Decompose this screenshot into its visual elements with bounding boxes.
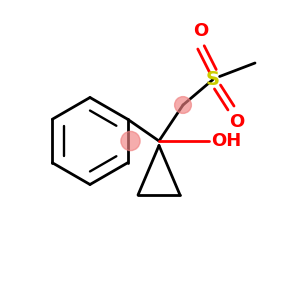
Text: O: O bbox=[194, 22, 208, 40]
Circle shape bbox=[175, 97, 191, 113]
Text: O: O bbox=[230, 113, 244, 131]
Text: S: S bbox=[206, 70, 220, 89]
Circle shape bbox=[121, 131, 140, 151]
Text: OH: OH bbox=[212, 132, 242, 150]
